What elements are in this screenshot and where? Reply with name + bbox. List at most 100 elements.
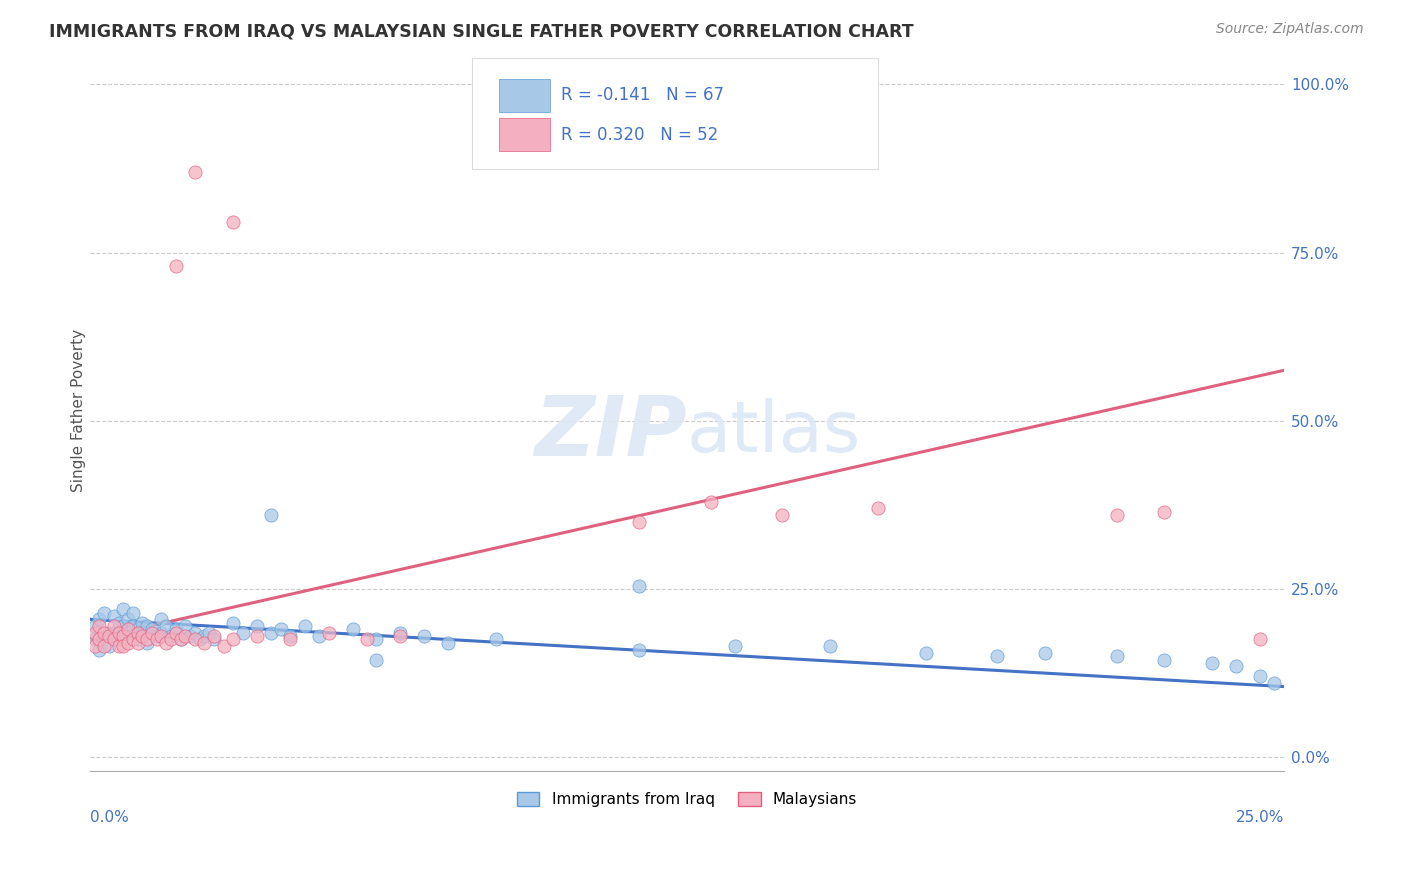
Point [700,494,723,508]
Point [628,579,651,593]
Point [193,636,215,650]
Point [112,629,135,643]
Point [308,629,330,643]
Point [117,612,139,626]
Point [136,636,159,650]
Point [222,215,245,229]
Point [160,629,183,643]
Point [1249,669,1271,683]
Point [160,632,183,647]
Point [1033,646,1056,660]
Point [366,653,388,667]
Point [1249,632,1271,647]
Point [103,625,125,640]
Point [1153,653,1175,667]
Point [165,625,187,640]
Point [986,649,1008,664]
Point [202,632,225,647]
Point [150,629,173,643]
Point [389,629,412,643]
Point [121,632,143,647]
Point [174,619,197,633]
Point [866,501,889,516]
Point [198,625,221,640]
Point [93,606,115,620]
Y-axis label: Single Father Poverty: Single Father Poverty [72,329,86,492]
Point [260,508,283,522]
Point [437,636,460,650]
Point [141,625,163,640]
Point [117,625,139,640]
Point [103,619,125,633]
Point [246,619,269,633]
Point [89,612,111,626]
Text: 0.0%: 0.0% [90,810,128,825]
Point [155,619,177,633]
Point [232,625,254,640]
FancyBboxPatch shape [499,78,550,112]
Point [93,625,115,640]
Point [485,632,508,647]
Point [136,619,159,633]
Point [1105,649,1128,664]
Point [89,642,111,657]
Point [184,632,207,647]
Point [127,625,149,640]
Text: R = -0.141   N = 67: R = -0.141 N = 67 [561,87,724,104]
Point [169,632,191,647]
Point [127,636,149,650]
Text: R = 0.320   N = 52: R = 0.320 N = 52 [561,126,718,144]
Point [141,623,163,637]
Point [165,259,187,273]
Point [1263,676,1285,690]
Point [1105,508,1128,522]
Point [1153,505,1175,519]
Point [155,636,177,650]
Point [212,639,235,653]
Text: IMMIGRANTS FROM IRAQ VS MALAYSIAN SINGLE FATHER POVERTY CORRELATION CHART: IMMIGRANTS FROM IRAQ VS MALAYSIAN SINGLE… [49,22,914,40]
Point [184,165,207,179]
Point [121,619,143,633]
Point [389,625,412,640]
Point [145,629,167,643]
Point [127,623,149,637]
Point [188,632,211,647]
Point [145,632,167,647]
Point [117,636,139,650]
Point [222,632,245,647]
Point [107,639,129,653]
Point [150,625,173,640]
Point [184,625,207,640]
Point [818,639,841,653]
Point [150,612,173,626]
Point [165,623,187,637]
Point [280,632,302,647]
Point [723,639,745,653]
Point [117,623,139,637]
Point [131,615,153,630]
Point [169,632,191,647]
Point [83,619,105,633]
Text: 25.0%: 25.0% [1236,810,1284,825]
Point [1201,656,1223,670]
Point [222,615,245,630]
Point [294,619,316,633]
FancyBboxPatch shape [499,118,550,151]
Point [131,629,153,643]
Point [770,508,793,522]
Point [356,632,378,647]
Legend: Immigrants from Iraq, Malaysians: Immigrants from Iraq, Malaysians [510,786,863,814]
Point [112,639,135,653]
Point [413,629,436,643]
Point [260,625,283,640]
Point [318,625,340,640]
Point [342,623,364,637]
Point [270,623,292,637]
Point [202,629,225,643]
Point [174,629,197,643]
Point [280,629,302,643]
Point [628,515,651,529]
Point [628,642,651,657]
Point [179,629,201,643]
Point [112,602,135,616]
